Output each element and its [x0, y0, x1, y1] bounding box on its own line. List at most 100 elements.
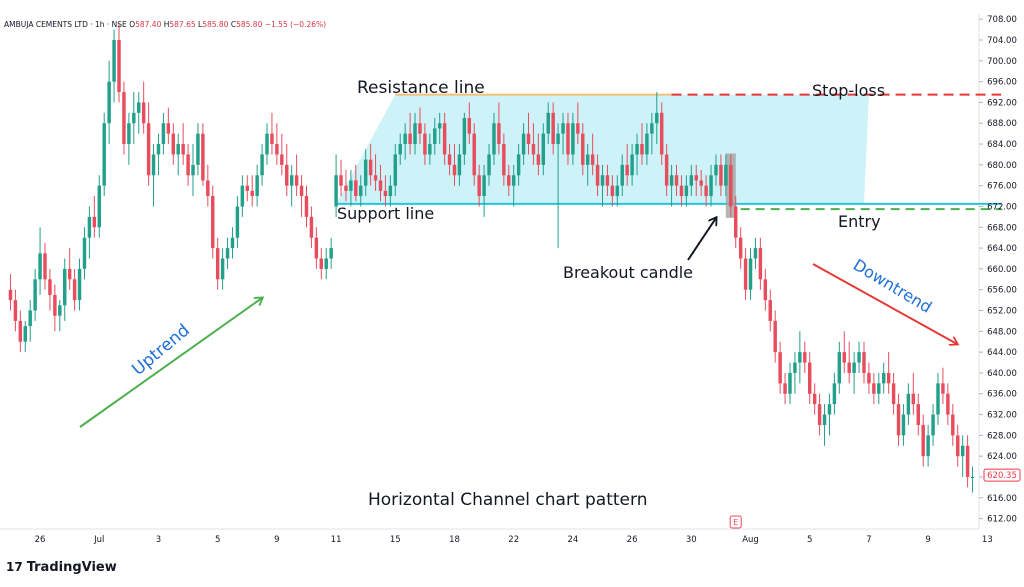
candle-body	[536, 154, 541, 165]
candle	[117, 24, 121, 103]
candle	[965, 435, 970, 488]
price-tick-label: 668.00	[987, 223, 1017, 233]
candle-body	[581, 133, 585, 165]
time-tick-label: Aug	[742, 535, 759, 545]
candle-body	[862, 352, 866, 373]
candle-body	[196, 133, 200, 165]
candle-body	[630, 154, 634, 176]
candle-body	[112, 40, 116, 82]
candle	[699, 170, 703, 197]
price-tick-label: 684.00	[987, 140, 1017, 150]
candle-body	[738, 237, 743, 259]
candle	[166, 107, 171, 145]
candle	[72, 268, 77, 311]
candle-body	[304, 196, 309, 217]
candle	[521, 123, 526, 165]
candle-body	[906, 393, 911, 415]
candle	[669, 164, 674, 207]
candle-body	[220, 258, 225, 280]
candle-body	[349, 180, 353, 191]
candle	[373, 154, 378, 191]
candle-body	[857, 352, 861, 363]
candle	[270, 112, 274, 155]
candle-body	[423, 133, 427, 155]
tradingview-logo-icon: 𝟭𝟳	[6, 560, 23, 574]
candle	[763, 268, 768, 311]
candle	[773, 310, 777, 363]
candle	[531, 123, 536, 165]
earnings-event-marker[interactable]: E	[729, 515, 742, 529]
candle	[383, 175, 388, 207]
candle-body	[97, 185, 101, 228]
candle	[171, 123, 176, 165]
candle-body	[206, 180, 210, 197]
candle-body	[748, 258, 753, 290]
price-tick-label: 616.00	[987, 494, 1017, 504]
candle-body	[289, 175, 294, 186]
price-tick-label: 648.00	[987, 327, 1017, 337]
candle	[605, 164, 610, 197]
candle-body	[709, 175, 713, 197]
candle	[743, 248, 748, 301]
candle-body	[921, 424, 925, 457]
candle	[433, 118, 437, 155]
candle-body	[867, 372, 871, 384]
candle-body	[141, 102, 146, 124]
last-price-value: 620.35	[987, 471, 1017, 481]
candle	[457, 144, 462, 186]
candle	[398, 133, 402, 165]
candle	[43, 242, 47, 290]
event-marker-box[interactable]	[729, 515, 742, 529]
candle-body	[704, 185, 708, 197]
time-tick-label: Jul	[93, 535, 104, 545]
candle-body	[970, 476, 975, 478]
candle-body	[778, 352, 782, 384]
candle-body	[487, 154, 491, 176]
candle-body	[837, 352, 842, 384]
candle	[48, 268, 52, 311]
candle	[807, 352, 812, 405]
candle	[852, 352, 856, 394]
time-tick-label: 9	[925, 535, 930, 545]
tradingview-logo[interactable]: 𝟭𝟳 TradingView	[6, 560, 117, 575]
candle-body	[127, 123, 131, 145]
candle	[822, 404, 827, 446]
candle-body	[822, 414, 827, 425]
candle-body	[413, 123, 417, 145]
candle-body	[877, 383, 881, 394]
candle-body	[886, 372, 891, 384]
open-label: O	[129, 20, 136, 29]
symbol-header[interactable]: AMBUJA CEMENTS LTD · 1h · NSE O587.40 H5…	[4, 20, 326, 29]
candle	[502, 133, 506, 186]
candle-body	[186, 154, 190, 176]
time-tick-label: 26	[627, 535, 638, 545]
candle	[156, 133, 161, 176]
candle-body	[531, 144, 536, 155]
candle	[344, 170, 348, 202]
candle	[956, 424, 960, 467]
candle	[610, 175, 615, 207]
price-tick-label: 692.00	[987, 98, 1017, 108]
candle	[931, 404, 935, 446]
candle-body	[590, 154, 595, 165]
candle-body	[669, 175, 674, 186]
candle-body	[18, 320, 23, 342]
candle	[946, 383, 950, 425]
candle-body	[398, 144, 402, 155]
price-tick-label: 640.00	[987, 369, 1017, 379]
candle-body	[92, 216, 97, 228]
price-tick-label: 688.00	[987, 119, 1017, 129]
candle	[615, 175, 620, 207]
candle-body	[447, 154, 452, 165]
symbol-name[interactable]: AMBUJA CEMENTS LTD · 1h · NSE	[4, 20, 127, 29]
price-tick-label: 652.00	[987, 307, 1017, 317]
candle-body	[388, 185, 393, 197]
candle	[299, 175, 304, 217]
candle	[877, 372, 881, 405]
candle	[211, 185, 215, 259]
candle-body	[339, 175, 343, 186]
price-tick-label: 636.00	[987, 390, 1017, 400]
candle	[245, 175, 250, 202]
candle	[472, 123, 476, 186]
